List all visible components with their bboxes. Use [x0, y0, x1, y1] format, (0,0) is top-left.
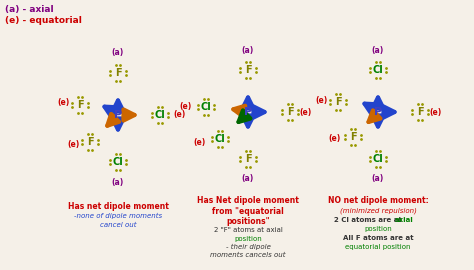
Text: Cl: Cl: [373, 65, 383, 75]
Text: F: F: [87, 137, 93, 147]
Text: (a) - axial: (a) - axial: [5, 5, 54, 14]
Text: (a): (a): [112, 177, 124, 187]
Text: (a): (a): [372, 46, 384, 55]
Text: equatorial position: equatorial position: [345, 244, 411, 250]
Text: (a): (a): [372, 174, 384, 184]
Text: 2 "F" atoms at axial: 2 "F" atoms at axial: [214, 227, 283, 233]
Text: (a): (a): [112, 49, 124, 58]
Text: (a): (a): [242, 174, 254, 184]
Text: (a): (a): [242, 46, 254, 55]
Text: P: P: [374, 107, 382, 117]
Text: (e): (e): [300, 107, 312, 116]
Text: - their dipole: - their dipole: [226, 244, 271, 250]
Text: F: F: [115, 68, 121, 78]
Text: (e): (e): [180, 103, 192, 112]
Text: (e): (e): [68, 140, 80, 148]
Text: (e): (e): [174, 110, 186, 120]
Text: (e): (e): [430, 107, 442, 116]
Text: (e): (e): [329, 134, 341, 143]
Text: F: F: [350, 132, 356, 142]
Text: (e): (e): [58, 99, 70, 107]
Text: Cl: Cl: [201, 102, 211, 112]
Text: F: F: [245, 65, 251, 75]
Text: F: F: [245, 154, 251, 164]
Text: axial: axial: [395, 217, 413, 223]
Text: F: F: [77, 100, 83, 110]
Text: P: P: [244, 107, 252, 117]
Text: NO net dipole moment:: NO net dipole moment:: [328, 196, 428, 205]
Text: Has Net dipole moment: Has Net dipole moment: [197, 196, 299, 205]
Text: F: F: [287, 107, 293, 117]
Text: (e): (e): [194, 139, 206, 147]
Text: Cl: Cl: [215, 134, 225, 144]
Text: (e): (e): [316, 96, 328, 104]
Text: Cl: Cl: [155, 110, 165, 120]
Text: Cl: Cl: [113, 157, 123, 167]
Text: P: P: [114, 110, 122, 120]
Text: position: position: [234, 236, 262, 242]
Text: F: F: [335, 97, 341, 107]
Text: from "equatorial: from "equatorial: [212, 207, 284, 216]
Text: positions": positions": [226, 217, 270, 226]
Text: -none of dipole moments: -none of dipole moments: [74, 213, 162, 219]
Text: Has net dipole moment: Has net dipole moment: [68, 202, 168, 211]
Text: (e) - equatorial: (e) - equatorial: [5, 16, 82, 25]
Text: position: position: [364, 226, 392, 232]
Text: moments cancels out: moments cancels out: [210, 252, 286, 258]
Text: cancel out: cancel out: [100, 222, 136, 228]
Text: F: F: [417, 107, 423, 117]
Text: 2 Cl atoms are at: 2 Cl atoms are at: [334, 217, 402, 223]
Text: Cl: Cl: [373, 154, 383, 164]
Text: (minimized repulsion): (minimized repulsion): [339, 207, 417, 214]
Text: All F atoms are at: All F atoms are at: [343, 235, 413, 241]
